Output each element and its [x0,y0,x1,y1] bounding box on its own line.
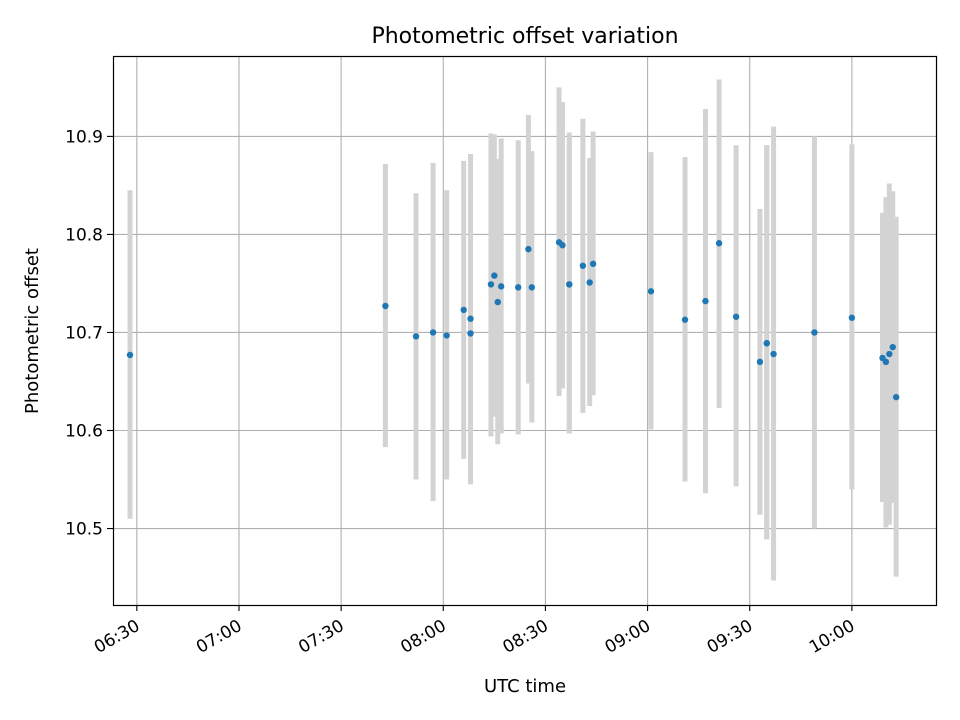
data-point [429,329,437,336]
data-point [494,298,501,306]
data-point [566,281,573,288]
data-point [811,329,818,336]
data-point [770,350,777,358]
x-tick-label: 09:00 [602,616,654,658]
y-axis-ticks: 10.5 10.6 10.7 10.8 10.9 [65,127,113,540]
error-bars [127,79,899,581]
data-point [491,272,498,279]
x-tick-label: 07:00 [193,616,245,658]
x-tick-label: 06:30 [91,616,143,658]
x-tick-label: 07:30 [295,616,347,658]
data-point [756,358,764,366]
data-point [467,315,474,322]
grid-lines [113,56,937,605]
data-point [702,297,709,305]
x-tick-label: 08:00 [397,616,449,658]
x-tick-label: 10:00 [806,616,858,658]
data-point [586,279,593,286]
data-point [579,262,587,269]
y-axis-label: Photometric offset [22,248,43,414]
data-point [514,284,522,291]
data-point [882,358,890,366]
y-tick-label: 10.8 [65,225,103,245]
x-axis-ticks: 06:30 07:00 07:30 08:00 08:30 09:00 09:30 10:00 [91,605,858,658]
plot-frame [112,55,938,607]
x-tick-label: 08:30 [499,616,551,658]
x-axis-label: UTC time [484,676,566,697]
data-point [443,332,450,339]
data-point [497,283,505,290]
data-point [848,314,856,321]
data-point [715,240,723,247]
data-point [525,245,532,253]
data-point [528,284,536,291]
data-point [412,333,420,340]
data-point [589,260,597,268]
data-point [889,343,896,351]
y-tick-label: 10.7 [65,323,103,343]
data-point [732,313,740,320]
data-points [126,239,900,401]
x-tick-label: 09:30 [704,616,756,658]
y-tick-label: 10.9 [65,127,103,147]
data-point [892,393,900,401]
chart-title: Photometric offset variation [371,24,678,49]
data-point [559,242,566,249]
y-tick-label: 10.6 [65,421,103,441]
data-point [886,350,893,358]
data-point [382,302,389,310]
data-point [460,306,467,314]
y-tick-label: 10.5 [65,520,103,540]
data-point [467,330,474,337]
data-point [681,316,689,323]
data-point [126,351,134,359]
data-point [763,340,770,347]
data-point [487,281,495,288]
data-point [647,288,655,295]
